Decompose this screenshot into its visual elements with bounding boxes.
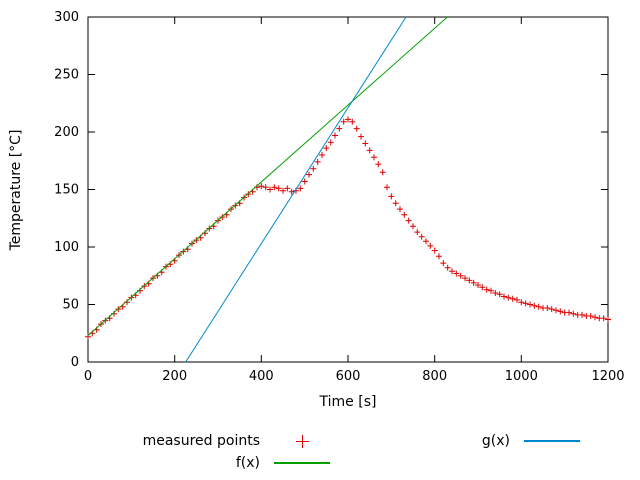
- y-tick-label: 0: [71, 355, 79, 370]
- x-tick-label: 600: [336, 369, 361, 384]
- fit-line-gx: [185, 16, 407, 363]
- y-tick-label: 150: [54, 183, 79, 198]
- legend-marker-area: [274, 462, 330, 464]
- y-tick-label: 300: [54, 10, 79, 25]
- x-axis-title: Time [s]: [319, 394, 377, 410]
- legend-label-f: f(x): [235, 455, 260, 471]
- x-tick-label: 200: [162, 369, 187, 384]
- plot-border: [87, 16, 609, 363]
- legend-marker-area: [274, 434, 330, 448]
- line-marker-icon: [274, 462, 330, 464]
- x-tick-label: 1200: [591, 369, 624, 384]
- plus-marker-icon: [295, 434, 309, 448]
- x-tick-label: 1000: [505, 369, 538, 384]
- y-tick-label: 200: [54, 125, 79, 140]
- y-tick-label: 100: [54, 240, 79, 255]
- x-tick-label: 800: [422, 369, 447, 384]
- legend-label-g: g(x): [481, 433, 510, 449]
- legend-entry-g: g(x): [380, 432, 580, 450]
- legend-marker-area: [524, 440, 580, 442]
- y-tick-label: 250: [54, 68, 79, 83]
- legend-label-measured-points: measured points: [142, 433, 260, 449]
- legend-entry-measured-points: measured points: [130, 432, 330, 450]
- line-marker-icon: [524, 440, 580, 442]
- y-axis-title: Temperature [°C]: [8, 129, 24, 251]
- legend-entry-f: f(x): [130, 454, 330, 472]
- fit-line-fx: [87, 16, 448, 336]
- x-tick-label: 0: [84, 369, 92, 384]
- y-tick-label: 50: [62, 298, 79, 313]
- measured-points-series: [85, 116, 611, 340]
- x-tick-label: 400: [249, 369, 274, 384]
